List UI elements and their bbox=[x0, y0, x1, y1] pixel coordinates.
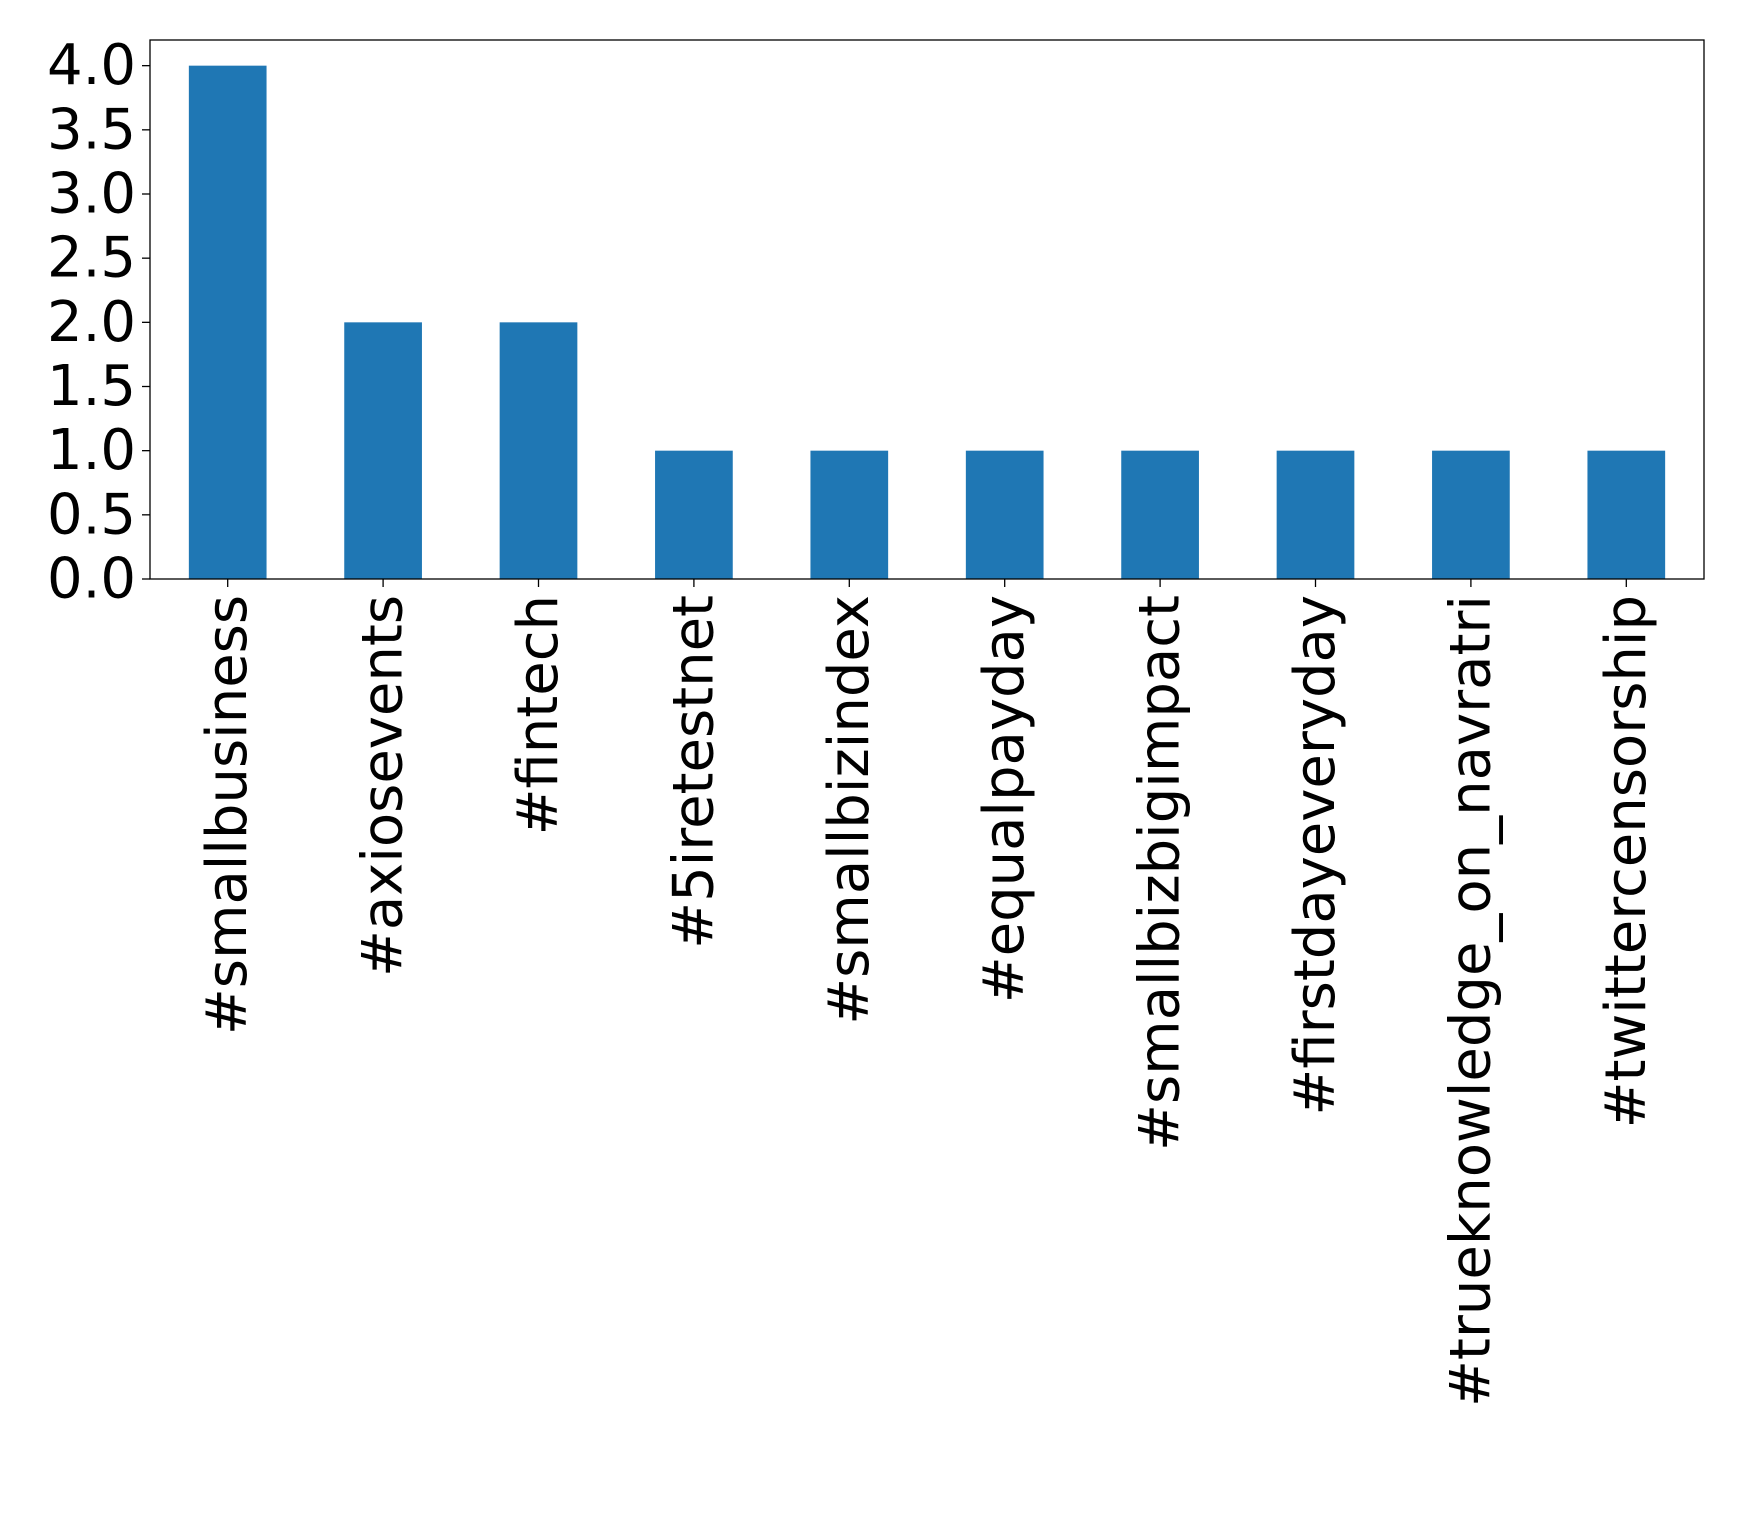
y-axis: 0.00.51.01.52.02.53.03.54.0 bbox=[47, 33, 150, 612]
y-tick-label: 0.0 bbox=[47, 547, 136, 612]
x-tick-label: #twittercensorship bbox=[1594, 595, 1659, 1128]
x-tick-label: #smallbusiness bbox=[195, 595, 260, 1035]
bar bbox=[1432, 450, 1510, 579]
x-tick-label: #smallbizindex bbox=[817, 595, 882, 1025]
bar bbox=[1587, 450, 1666, 579]
x-tick-label: #axiosevents bbox=[351, 595, 416, 977]
y-tick-label: 1.5 bbox=[47, 354, 136, 419]
bars-layer bbox=[188, 65, 1666, 579]
y-tick-label: 1.0 bbox=[47, 418, 136, 483]
bar bbox=[810, 450, 889, 579]
bar bbox=[344, 322, 422, 579]
x-tick-label: #firstdayeveryday bbox=[1283, 595, 1348, 1116]
y-tick-label: 3.5 bbox=[47, 97, 136, 162]
bar bbox=[965, 450, 1044, 579]
bar bbox=[1121, 450, 1199, 579]
y-tick-label: 4.0 bbox=[47, 33, 136, 98]
y-tick-label: 0.5 bbox=[47, 482, 136, 547]
y-tick-label: 2.5 bbox=[47, 226, 136, 291]
y-tick-label: 2.0 bbox=[47, 290, 136, 355]
x-tick-label: #equalpayday bbox=[972, 595, 1037, 1003]
y-tick-label: 3.0 bbox=[47, 162, 136, 227]
bar bbox=[188, 65, 267, 579]
bar bbox=[655, 450, 733, 579]
x-tick-label: #trueknowledge_on_navratri bbox=[1438, 595, 1503, 1407]
x-tick-label: #fintech bbox=[506, 595, 571, 835]
bar bbox=[1276, 450, 1355, 579]
x-tick-label: #5iretestnet bbox=[661, 595, 726, 949]
x-tick-label: #smallbizbigimpact bbox=[1128, 595, 1193, 1151]
x-axis: #smallbusiness #axiosevents #fintech #5iret… bbox=[195, 579, 1659, 1407]
plot-frame bbox=[149, 39, 1705, 580]
bar bbox=[499, 322, 578, 579]
